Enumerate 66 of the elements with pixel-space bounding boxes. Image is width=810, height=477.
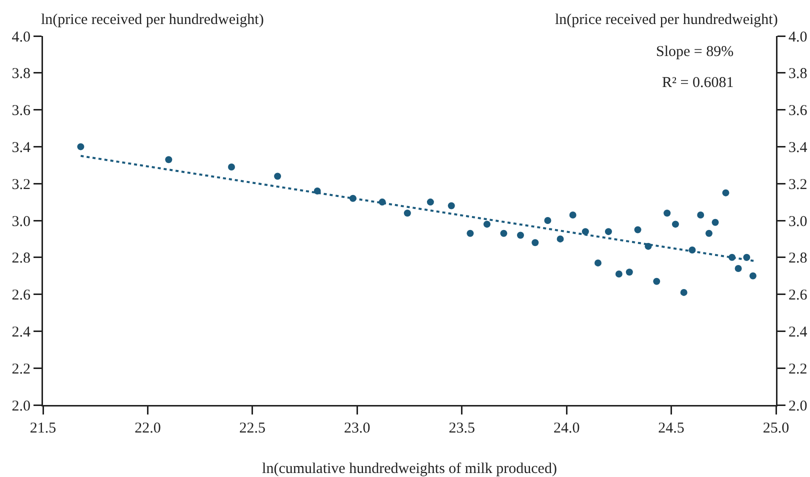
point: [544, 217, 552, 224]
point: [517, 232, 524, 239]
point: [680, 288, 688, 296]
y2-tick-label: 3.8: [788, 66, 808, 82]
point: [569, 211, 576, 218]
point: [483, 220, 490, 228]
y-tick-label: 3.8: [12, 66, 30, 82]
y-tick-label: 3.6: [12, 103, 31, 120]
x-tick-label: 23.5: [448, 420, 475, 436]
y-axis-title: ln(price received per hundredweight): [41, 12, 264, 28]
point: [634, 226, 642, 234]
x-tick-label: 22.0: [134, 420, 161, 436]
y-tick-label: 3.2: [12, 176, 30, 193]
x-tick-label: 23.0: [344, 420, 370, 436]
x-axis-title: ln(cumulative hundredweights of milk produced): [262, 461, 557, 477]
point: [500, 230, 508, 237]
point: [466, 230, 474, 237]
x-tick-label: 21.5: [30, 420, 56, 436]
y2-tick-label: 3.4: [788, 140, 808, 156]
annotation: Slope = 89%: [656, 44, 734, 60]
y2-tick-label: 3.0: [788, 214, 808, 230]
point: [712, 218, 719, 226]
y2-tick-label: 3.2: [788, 176, 808, 193]
x-tick-label: 25.0: [762, 420, 790, 436]
x-tick-label: 24.5: [658, 420, 684, 436]
y2-tick-label: 2.0: [788, 398, 808, 414]
point: [556, 235, 564, 242]
y2-tick-label: 3.6: [788, 103, 808, 120]
annotation: R² = 0.6081: [662, 75, 734, 91]
point: [626, 268, 633, 276]
point: [734, 264, 742, 272]
point: [426, 198, 434, 206]
y-tick-label: 2.4: [12, 324, 31, 340]
point: [404, 210, 411, 217]
point: [672, 220, 679, 228]
point: [274, 172, 282, 180]
point: [749, 272, 756, 280]
point: [705, 230, 712, 237]
x-tick-label: 22.5: [239, 420, 266, 436]
point: [228, 164, 235, 170]
y-tick-label: 2.6: [12, 288, 31, 304]
y2-tick-label: 2.6: [788, 288, 808, 304]
point: [532, 239, 539, 246]
point: [77, 143, 84, 150]
y-tick-label: 2.8: [12, 250, 30, 267]
y-tick-label: 3.4: [12, 140, 31, 156]
point: [653, 278, 660, 285]
point: [697, 211, 704, 218]
point: [615, 270, 622, 278]
point: [165, 156, 172, 164]
point: [722, 189, 730, 196]
x-tick-label: 24.0: [553, 420, 580, 436]
y2-tick-label: 2.8: [788, 250, 808, 267]
y-tick-label: 3.0: [12, 214, 30, 230]
point: [604, 228, 612, 236]
y-tick-label: 2.2: [12, 361, 30, 378]
point: [582, 228, 589, 236]
y-tick-label: 4.0: [12, 29, 30, 46]
point: [594, 259, 602, 266]
y2-axis-title: ln(price received per hundredweight): [555, 12, 778, 28]
y2-tick-label: 2.2: [788, 361, 808, 378]
y-tick-label: 2.0: [12, 398, 30, 414]
y2-tick-label: 2.4: [788, 324, 808, 340]
point: [448, 202, 455, 210]
y2-tick-label: 4.0: [788, 29, 808, 46]
point: [664, 210, 671, 217]
